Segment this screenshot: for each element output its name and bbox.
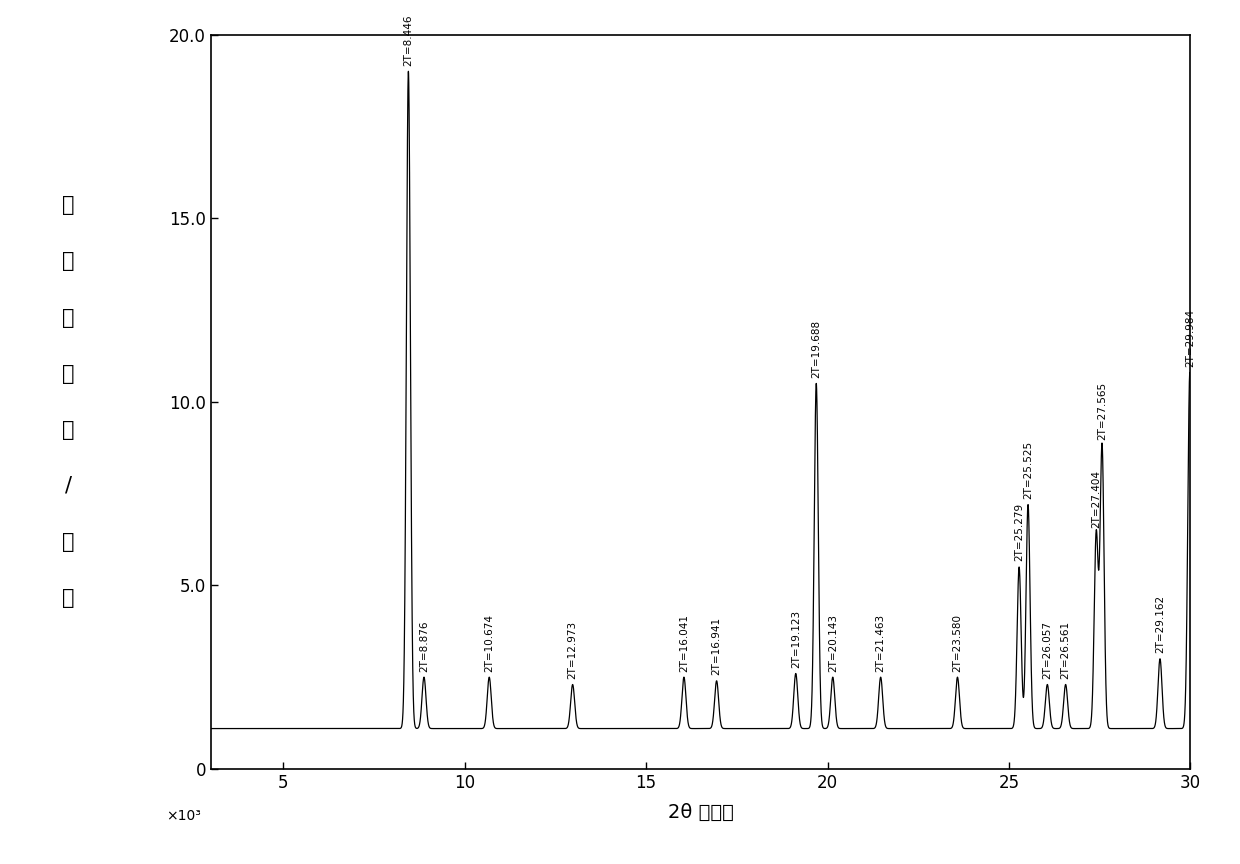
Text: 2T=16.041: 2T=16.041 <box>680 613 689 671</box>
Text: 2T=20.143: 2T=20.143 <box>828 613 838 671</box>
Text: 2T=8.446: 2T=8.446 <box>403 15 413 66</box>
Text: ）: ） <box>62 588 74 608</box>
Text: 2T=21.463: 2T=21.463 <box>875 613 885 671</box>
Text: 秒: 秒 <box>62 532 74 552</box>
Text: 2T=25.525: 2T=25.525 <box>1023 441 1033 499</box>
Text: 2T=29.162: 2T=29.162 <box>1154 595 1166 653</box>
Text: 2T=25.279: 2T=25.279 <box>1014 504 1024 562</box>
Text: 强: 强 <box>62 195 74 215</box>
Text: 脉: 脉 <box>62 364 74 384</box>
Text: 2T=10.674: 2T=10.674 <box>485 613 495 671</box>
Text: 2T=23.580: 2T=23.580 <box>952 613 962 671</box>
Text: 2T=26.057: 2T=26.057 <box>1043 621 1053 679</box>
Text: ×10³: ×10³ <box>166 810 201 823</box>
Text: 2T=26.561: 2T=26.561 <box>1060 621 1070 679</box>
Text: 2T=16.941: 2T=16.941 <box>712 617 722 676</box>
Text: 2T=19.123: 2T=19.123 <box>791 610 801 668</box>
Text: /: / <box>64 476 72 496</box>
Text: 度: 度 <box>62 251 74 271</box>
Text: 2T=8.876: 2T=8.876 <box>419 620 429 671</box>
Text: 冲: 冲 <box>62 420 74 440</box>
Text: 2T=27.565: 2T=27.565 <box>1097 382 1107 441</box>
Text: 2T=12.973: 2T=12.973 <box>568 621 578 679</box>
Text: 2T=27.404: 2T=27.404 <box>1091 470 1101 529</box>
Text: （: （ <box>62 308 74 327</box>
Text: 2T=19.688: 2T=19.688 <box>811 320 821 378</box>
X-axis label: 2θ （度）: 2θ （度） <box>667 803 734 822</box>
Text: 2T=29.984: 2T=29.984 <box>1184 308 1195 367</box>
